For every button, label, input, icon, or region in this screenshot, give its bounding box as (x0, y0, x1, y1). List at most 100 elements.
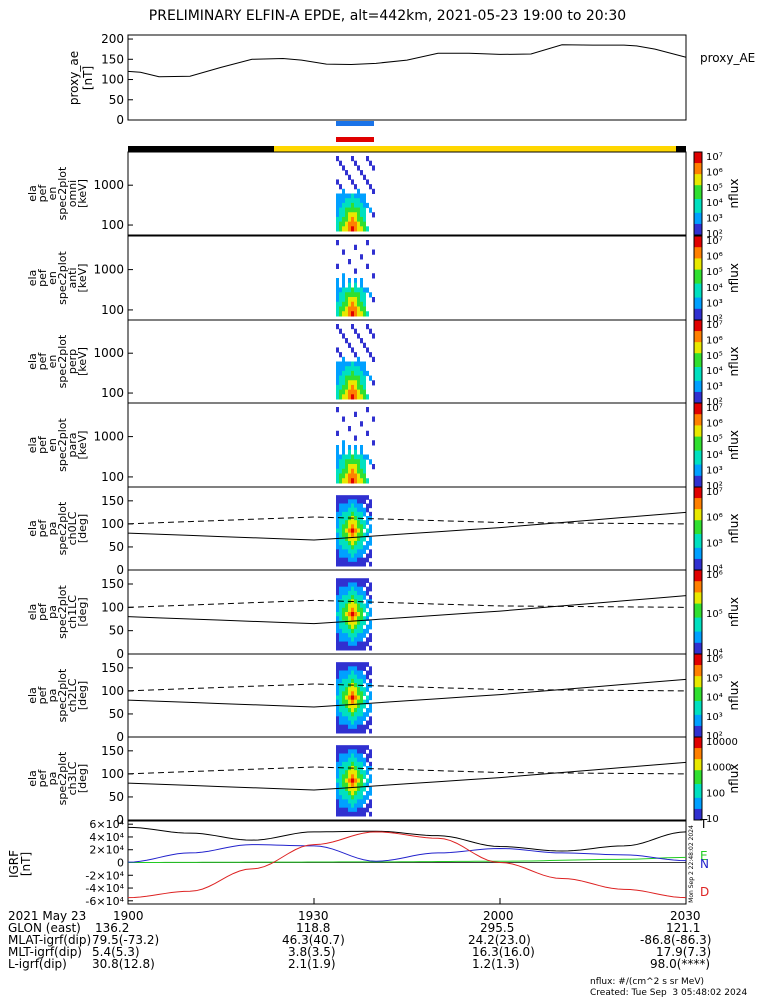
spec-cell (366, 616, 369, 621)
spec-cell (336, 753, 339, 759)
spec-cell (363, 699, 366, 705)
spec-cell (357, 370, 360, 377)
panel-pa_ch3 (127, 736, 703, 821)
spec-cell (363, 366, 366, 372)
spec-cell (342, 620, 345, 626)
spec-cell (372, 380, 375, 386)
spec-cell (366, 590, 369, 596)
spec-cell (345, 380, 348, 386)
panel-frame (127, 569, 687, 655)
spec-cell (342, 699, 345, 705)
spec-cell (357, 361, 360, 367)
spec-cell (354, 352, 357, 358)
spec-cell (339, 782, 342, 788)
colorbar-cell (694, 564, 702, 568)
spec-cell (357, 691, 360, 696)
colorbar-cell (694, 355, 702, 360)
spec-cell (339, 728, 342, 734)
spec-cell (360, 578, 363, 583)
colorbar-cell (694, 185, 702, 189)
spec-cell (339, 595, 342, 600)
spec-cell (360, 287, 363, 293)
panel-frame (127, 402, 687, 488)
spec-cell (354, 328, 357, 334)
spec-cell (345, 607, 348, 613)
spec-cell (363, 287, 366, 293)
colorbar-cell (694, 698, 702, 702)
spec-cell (366, 179, 369, 185)
ytick-label: 0 (116, 647, 124, 661)
spec-cell (354, 683, 357, 688)
spec-cell (354, 745, 357, 750)
spec-cell (342, 757, 345, 763)
spec-cell (351, 590, 354, 596)
colorbar-cell (694, 303, 702, 307)
spec-cell (339, 712, 342, 717)
spec-cell (366, 708, 369, 713)
spec-cell (336, 641, 339, 647)
spec-cell (363, 774, 366, 779)
spec-cell (363, 216, 366, 223)
spec-cell (351, 532, 354, 538)
colorbar-cell (694, 525, 702, 529)
colorbar-label: nflux (727, 597, 741, 627)
spec-cell (354, 375, 357, 381)
spec-cell (336, 749, 339, 754)
spec-cell (351, 811, 354, 817)
spec-cell (363, 468, 366, 474)
spec-cell (357, 287, 360, 293)
anti-loss-cone-line (127, 599, 687, 608)
spec-cell (351, 380, 354, 386)
colorbar-cell (694, 739, 702, 744)
spec-cell (357, 221, 360, 227)
spec-cell (369, 607, 372, 613)
colorbar-cell (694, 405, 702, 410)
spec-cell (342, 394, 345, 400)
spec-cell (351, 541, 354, 546)
spec-cell (339, 637, 342, 643)
spec-cell (345, 361, 348, 367)
spec-cell (360, 716, 363, 721)
spec-cell (363, 807, 366, 813)
spec-cell (342, 445, 345, 451)
spec-cell (363, 595, 366, 600)
spec-cell (354, 637, 357, 643)
spec-cell (357, 549, 360, 554)
colorbar-cell (694, 470, 702, 474)
spec-cell (363, 782, 366, 788)
spec-cell (366, 778, 369, 784)
spec-cell (336, 766, 339, 771)
spec-cell (351, 720, 354, 726)
spec-cell (345, 695, 348, 701)
spec-cell (354, 459, 357, 465)
spec-cell (360, 292, 363, 298)
colorbar-cell (694, 656, 702, 661)
spec-cell (363, 666, 366, 671)
colorbar-cell (694, 514, 702, 518)
spec-cell (360, 394, 363, 400)
spec-cell (336, 811, 339, 817)
spec-cell (336, 495, 339, 500)
colorbar-cell (694, 542, 702, 546)
colorbar-cell (694, 212, 702, 217)
colorbar-cell (694, 289, 702, 293)
spec-cell (360, 541, 363, 546)
spec-cell (363, 394, 366, 400)
footer-row-label-2: MLT-igrf(dip) (8, 945, 82, 959)
spec-cell (348, 695, 351, 701)
spec-cell (360, 549, 363, 554)
colorbar-cell (694, 509, 702, 513)
colorbar-cell (694, 689, 702, 694)
colorbar-cell (694, 478, 702, 482)
colorbar-cell (694, 603, 702, 607)
spec-cell (357, 612, 360, 617)
spec-cell (363, 370, 366, 377)
spec-cell (363, 499, 366, 504)
colorbar-label: nflux (727, 179, 741, 209)
spec-cell (336, 553, 339, 559)
spec-cell (357, 695, 360, 701)
spec-cell (357, 389, 360, 395)
spec-cell (339, 528, 342, 534)
spec-cell (354, 786, 357, 792)
colorbar-tick: 10⁵ (706, 183, 723, 194)
